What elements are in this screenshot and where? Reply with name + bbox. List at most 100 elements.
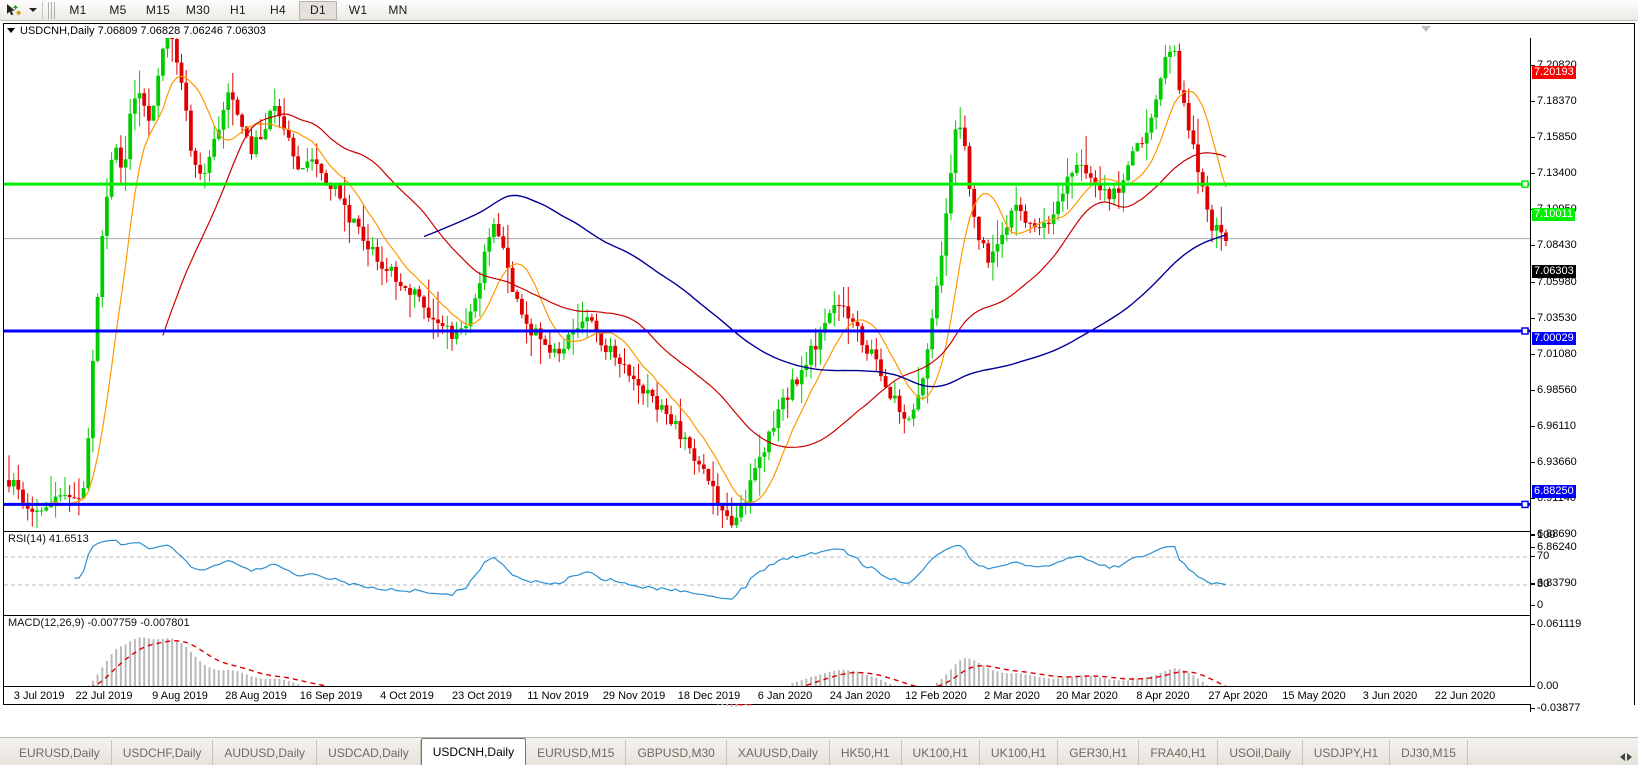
timeframe-d1[interactable]: D1 [299,0,337,20]
chart-tab-ger30-h1[interactable]: GER30,H1 [1058,740,1140,765]
price-tick-label: 6.93660 [1537,456,1577,468]
date-label: 22 Jul 2019 [75,690,133,702]
timeframe-buttons: M1 M5 M15 M30 H1 H4 D1 W1 MN [59,0,417,20]
rsi-tick: 70 [1531,550,1549,562]
price-tick: 7.13400 [1531,167,1577,179]
chart-menu-caret-icon[interactable] [7,28,15,33]
date-label: 27 Apr 2020 [1208,690,1268,702]
chart-tab-audusd-daily[interactable]: AUDUSD,Daily [213,740,318,765]
chart-tab-eurusd-daily[interactable]: EURUSD,Daily [8,740,112,765]
timeframe-m30[interactable]: M30 [185,3,211,17]
price-tick: 6.98560 [1531,384,1577,396]
timeframe-h4[interactable]: H4 [270,3,286,17]
rsi-pane[interactable]: RSI(14) 41.6513 [4,531,1531,612]
price-chart-canvas[interactable] [4,38,1531,528]
chart-tab-bar: EURUSD,Daily USDCHF,Daily AUDUSD,Daily USDC… [0,737,1638,765]
macd-tick: -0.03877 [1531,702,1580,714]
date-label: 2 Mar 2020 [984,690,1040,702]
rsi-tick-label: 30 [1537,578,1550,590]
price-tick: 7.01080 [1531,348,1577,360]
chart-tab-usdcnh-daily[interactable]: USDCNH,Daily [420,738,527,765]
date-label: 28 Aug 2019 [225,690,287,702]
chart-tab-fra40-h1[interactable]: FRA40,H1 [1139,740,1219,765]
date-label: 3 Jun 2020 [1362,690,1418,702]
rsi-canvas[interactable] [4,532,1531,612]
price-tick: 7.05980 [1531,276,1577,288]
price-tick: 6.88690 [1531,528,1577,540]
price-tick: 7.03530 [1531,312,1577,324]
date-label: 12 Feb 2020 [905,690,967,702]
rsi-tick: 0 [1531,599,1543,611]
price-tick-label: 6.86240 [1537,541,1577,553]
timeframe-m5[interactable]: M5 [109,3,127,17]
price-tick: 6.86240 [1531,541,1577,553]
macd-label: MACD(12,26,9) -0.007759 -0.007801 [8,617,190,629]
date-label: 29 Nov 2019 [602,690,666,702]
chart-tab-dj30-m15[interactable]: DJ30,M15 [1390,740,1468,765]
macd-tick: 0.00 [1531,680,1558,692]
chart-tab-hk50-h1[interactable]: HK50,H1 [830,740,902,765]
date-axis: 3 Jul 2019 22 Jul 2019 9 Aug 2019 28 Aug 20… [4,686,1531,704]
price-tick: 6.93660 [1531,456,1577,468]
chart-tab-uk100-h1[interactable]: UK100,H1 [980,740,1059,765]
price-tick-label: 7.18370 [1537,95,1577,107]
date-label: 23 Oct 2019 [452,690,512,702]
timeframe-mn[interactable]: MN [388,3,408,17]
price-tick-label: 7.13400 [1537,167,1577,179]
timeframe-w1[interactable]: W1 [348,3,368,17]
chart-tab-usdjpy-h1[interactable]: USDJPY,H1 [1303,740,1391,765]
macd-tick-label: -0.03877 [1537,702,1581,714]
date-label: 24 Jan 2020 [829,690,891,702]
date-label: 20 Mar 2020 [1056,690,1118,702]
level-blue-low-price-tag[interactable]: 6.88250 [1532,485,1576,498]
price-tick-label: 7.03530 [1537,312,1577,324]
price-tick-label: 6.83790 [1537,577,1577,589]
chart-tab-eurusd-m15[interactable]: EURUSD,M15 [526,740,627,765]
rsi-tick-label: 70 [1537,550,1550,562]
rsi-tick: 100 [1531,529,1555,541]
price-tick-label: 6.96110 [1537,420,1576,432]
toolbar-drag-handle[interactable] [48,1,56,19]
tab-scroll-controls[interactable] [1620,753,1638,765]
macd-tick-label: 0.00 [1537,680,1559,692]
support-green-price-tag[interactable]: 7.10011 [1532,208,1575,221]
chart-tab-gbpusd-m30[interactable]: GBPUSD,M30 [626,740,727,765]
scroll-left-icon[interactable] [1620,753,1625,761]
resistance-price-tag[interactable]: 7.20193 [1532,66,1576,79]
chart-tab-usdcad-daily[interactable]: USDCAD,Daily [317,740,421,765]
price-pane[interactable] [4,38,1531,528]
price-tick: 6.83790 [1531,577,1577,589]
price-tick-label: 7.05980 [1537,276,1577,288]
date-label: 3 Jul 2019 [13,690,65,702]
chart-tabs: EURUSD,Daily USDCHF,Daily AUDUSD,Daily USDC… [8,738,1468,765]
timeframe-m15[interactable]: M15 [145,3,171,17]
level-blue-price-tag[interactable]: 7.00029 [1532,332,1576,345]
macd-tick: 0.061119 [1531,618,1581,630]
date-label: 6 Jan 2020 [757,690,813,702]
rsi-tick-label: 100 [1537,529,1556,541]
scroll-right-icon[interactable] [1627,753,1632,761]
chart-tab-usoil-daily[interactable]: USOil,Daily [1218,740,1303,765]
date-label: 15 May 2020 [1282,690,1346,702]
rsi-label: RSI(14) 41.6513 [8,533,89,545]
price-tick-label: 6.98560 [1537,384,1577,396]
chevron-down-icon[interactable] [26,1,40,20]
price-tick: 7.15850 [1531,131,1577,143]
chart-collapse-marker-icon[interactable] [1421,26,1431,32]
rsi-tick-label: 0 [1537,599,1544,611]
price-tick: 6.96110 [1531,420,1576,432]
price-scale[interactable]: 7.208207.183707.158507.134007.109507.084… [1530,38,1634,714]
chart-tab-uk100-h1[interactable]: UK100,H1 [902,740,980,765]
date-label: 4 Oct 2019 [380,690,434,702]
price-tick: 7.08430 [1531,239,1577,251]
price-tick-label: 7.01080 [1537,348,1577,360]
date-label: 18 Dec 2019 [677,690,741,702]
timeframe-toolbar: M1 M5 M15 M30 H1 H4 D1 W1 MN [0,0,1638,21]
current-price-tag[interactable]: 7.06303 [1532,265,1576,278]
chart-tab-usdchf-daily[interactable]: USDCHF,Daily [112,740,214,765]
chart-tab-xauusd-daily[interactable]: XAUUSD,Daily [727,740,830,765]
cursor-tools-icon[interactable] [0,1,26,20]
timeframe-h1[interactable]: H1 [230,3,246,17]
timeframe-m1[interactable]: M1 [69,3,87,17]
